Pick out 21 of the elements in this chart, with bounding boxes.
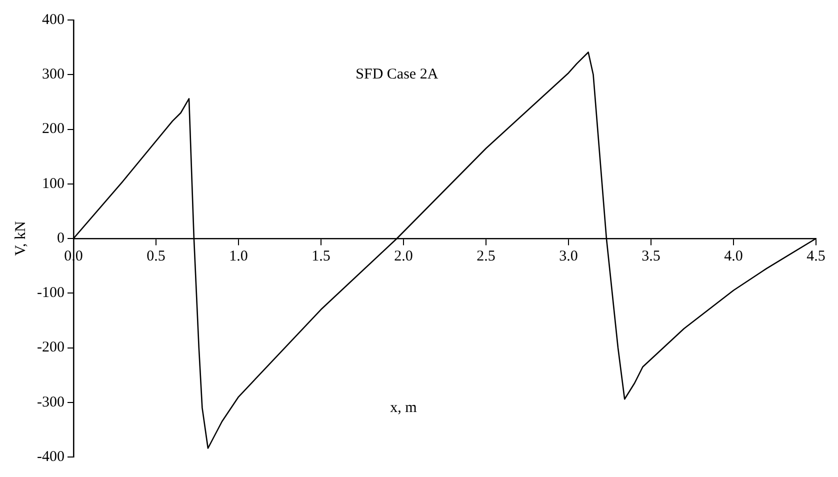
y-tick-label: 200 bbox=[42, 121, 64, 138]
x-tick-label: 4.0 bbox=[724, 248, 743, 264]
x-tick-label: 1.0 bbox=[229, 248, 248, 264]
y-tick-label: -200 bbox=[36, 340, 64, 356]
y-tick-label: -300 bbox=[36, 394, 64, 410]
x-tick-label: 1.5 bbox=[312, 248, 330, 264]
x-tick-label: 4.5 bbox=[806, 248, 826, 264]
x-tick-label: 2.5 bbox=[476, 248, 496, 264]
y-tick-label: 400 bbox=[42, 12, 64, 28]
x-tick-label: 2.0 bbox=[394, 248, 413, 264]
y-tick-label: -100 bbox=[36, 285, 64, 302]
y-tick-label: 0 bbox=[56, 230, 64, 246]
x-tick-label: 3.5 bbox=[642, 248, 660, 264]
x-axis-title: x, m bbox=[390, 400, 418, 416]
y-tick-label: -400 bbox=[36, 448, 64, 465]
x-tick-label: 0.5 bbox=[146, 248, 166, 264]
y-tick-label: 100 bbox=[42, 176, 64, 192]
y-axis-title: V, kN bbox=[12, 220, 29, 256]
y-tick-label: 300 bbox=[42, 66, 64, 83]
text: SFD Case 2A bbox=[356, 66, 438, 83]
x-tick-label: 3.0 bbox=[559, 248, 578, 264]
